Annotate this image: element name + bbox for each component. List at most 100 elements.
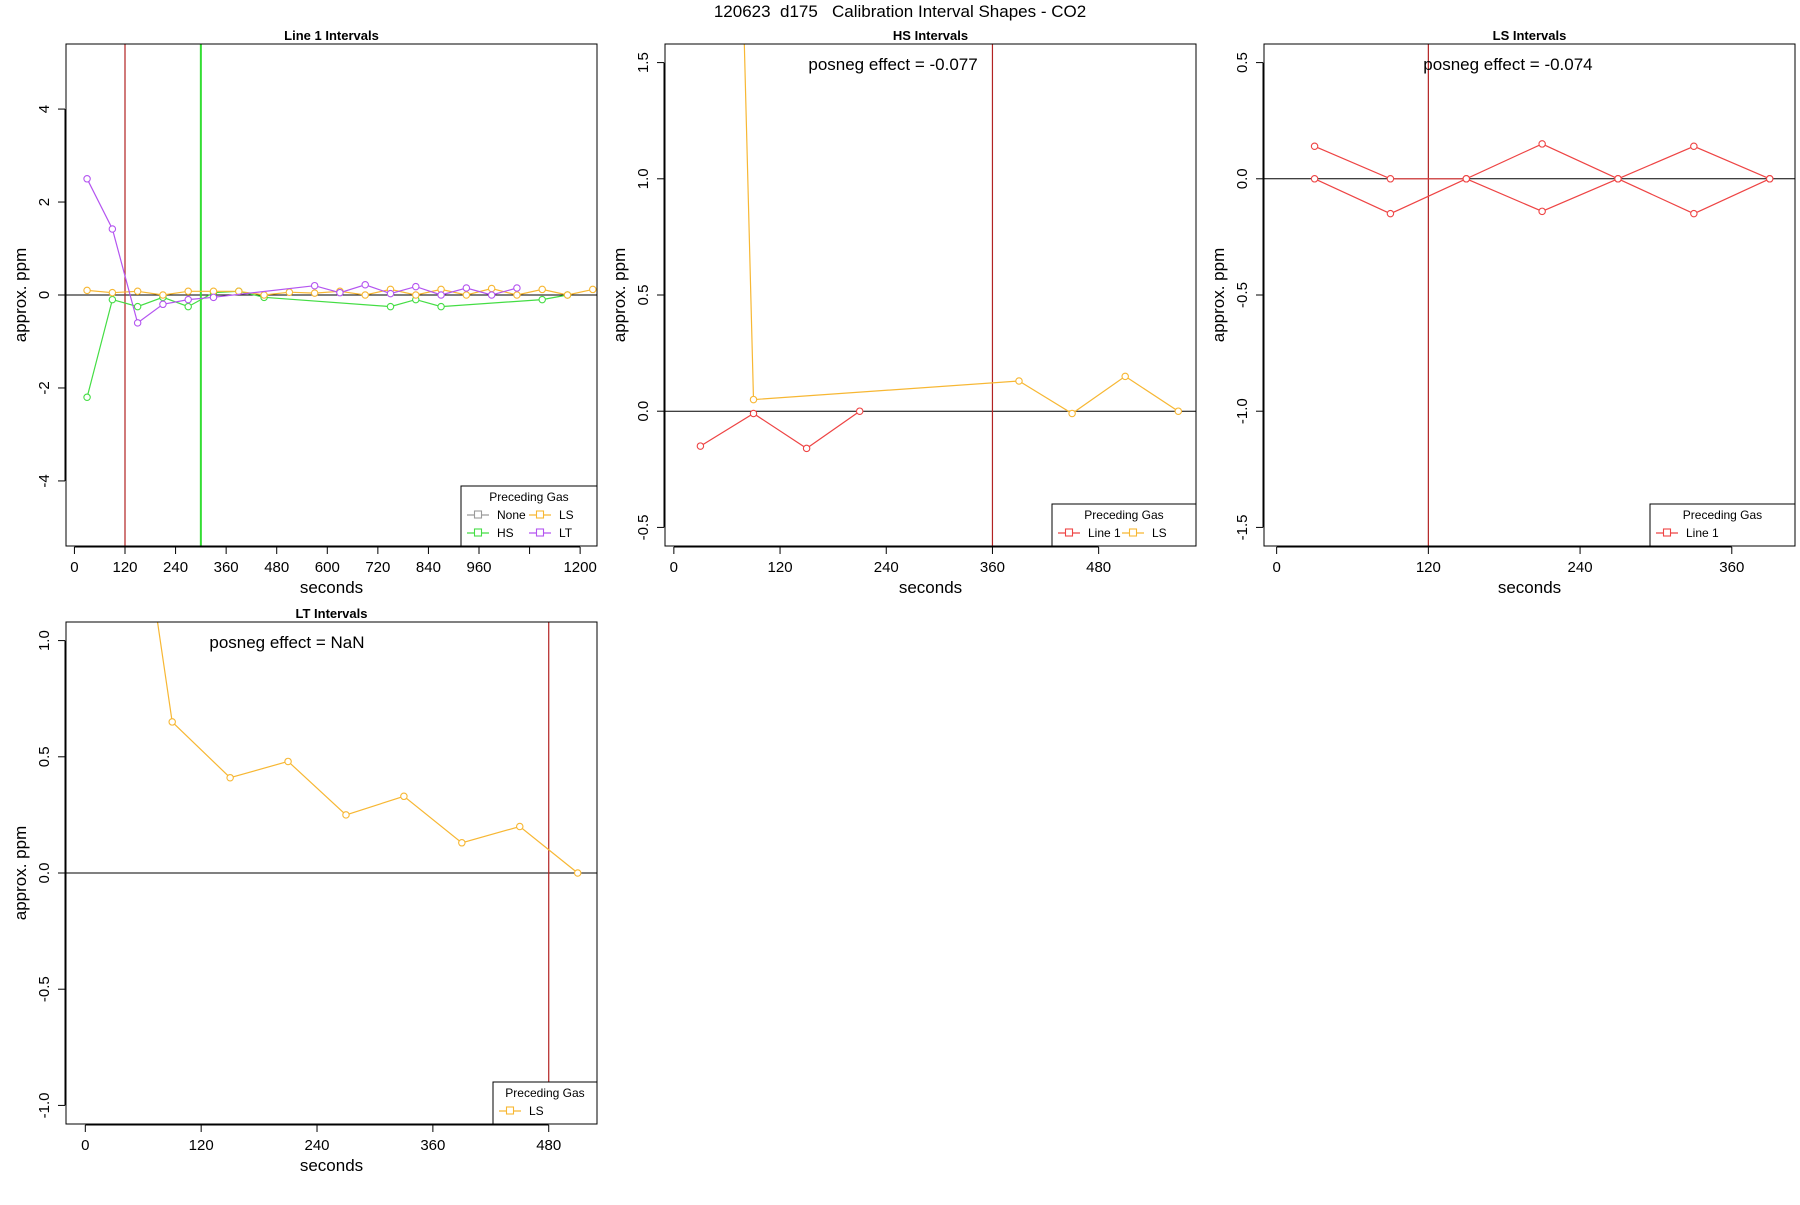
data-point (342, 811, 350, 819)
figure-title: 120623 d175 Calibration Interval Shapes … (713, 2, 1087, 21)
legend-swatch-marker (1128, 528, 1138, 537)
data-point (226, 773, 234, 782)
y-tick-label: 0.5 (1234, 52, 1251, 73)
legend-entry-label: HS (497, 526, 514, 540)
plot-frame (65, 621, 598, 1125)
legend-entry-label: LS (559, 508, 574, 522)
legend-title: Preceding Gas (1084, 508, 1163, 522)
x-tick-label: 240 (874, 559, 899, 576)
legend-box (460, 485, 598, 547)
data-point (209, 293, 218, 302)
data-point (159, 291, 167, 299)
plot-area (1310, 140, 1774, 218)
x-tick-label: 840 (416, 559, 441, 576)
data-point (386, 289, 395, 298)
data-point (361, 281, 369, 289)
legend-entry-label: None (497, 508, 526, 522)
plot-area (696, 44, 1183, 453)
legend-swatch-marker (1064, 528, 1074, 537)
data-point (749, 409, 758, 418)
x-tick-label: 480 (536, 1137, 561, 1154)
y-axis-label: approx. ppm (1209, 248, 1228, 343)
legend: Preceding Gas LS (492, 1081, 598, 1125)
data-point (1310, 142, 1319, 151)
data-point (133, 319, 142, 327)
data-point (1462, 175, 1471, 183)
x-tick-label: 960 (466, 559, 491, 576)
data-point (513, 291, 521, 299)
data-point (400, 792, 408, 801)
data-point (1386, 209, 1395, 218)
y-tick-label: 0.5 (635, 285, 652, 306)
panel-title: LS Intervals (1493, 28, 1567, 43)
panel-title: HS Intervals (893, 28, 968, 43)
data-point (83, 175, 91, 183)
y-tick-label: -0.5 (635, 514, 652, 540)
y-axis-label: approx. ppm (11, 826, 30, 921)
legend-swatch-marker (505, 1106, 515, 1115)
data-point (108, 288, 117, 297)
data-point (1538, 207, 1546, 216)
data-point (1068, 409, 1076, 418)
y-tick-label: 1.0 (635, 168, 652, 189)
data-point (696, 442, 705, 450)
legend-title: Preceding Gas (489, 490, 568, 504)
y-tick-label: 0.0 (36, 863, 53, 884)
data-point (749, 395, 758, 404)
data-point (516, 822, 524, 831)
data-point (108, 295, 117, 304)
data-point (310, 281, 319, 290)
y-axis-label: approx. ppm (11, 248, 30, 343)
x-tick-label: 1200 (563, 559, 596, 576)
legend-swatch-marker (473, 528, 483, 537)
plot-frame (1263, 43, 1796, 547)
data-point (412, 291, 420, 299)
data-point (437, 291, 445, 299)
data-point (235, 287, 243, 296)
data-point (386, 302, 395, 311)
plot-area (83, 175, 597, 402)
y-tick-label: 4 (36, 105, 53, 113)
series-line-line-1 (700, 410, 861, 450)
legend-entry-label: LS (529, 1104, 544, 1118)
x-tick-label: 0 (81, 1137, 89, 1154)
panel-title: Line 1 Intervals (284, 28, 379, 43)
data-point (184, 287, 192, 296)
posneg-annotation: posneg effect = -0.077 (808, 55, 977, 74)
x-axis-label: seconds (300, 578, 363, 597)
x-tick-label: 120 (189, 1137, 214, 1154)
series-line-ls (156, 622, 579, 874)
posneg-annotation: posneg effect = NaN (209, 633, 364, 652)
data-point (802, 444, 811, 453)
legend-swatch-marker (535, 528, 545, 537)
data-point (260, 291, 268, 299)
y-tick-label: 0.0 (1234, 168, 1251, 189)
legend-box (1649, 503, 1796, 547)
data-point (538, 285, 546, 294)
data-point (159, 300, 167, 309)
plot-frame (664, 43, 1197, 547)
y-tick-label: -1.5 (1234, 514, 1251, 540)
data-point (1174, 407, 1183, 415)
x-tick-label: 360 (1719, 559, 1744, 576)
y-tick-label: -2 (36, 381, 53, 394)
panel-4: LT Intervals 0 120 240 360 480 seconds -1.0 -0.5… (11, 606, 598, 1175)
x-tick-label: 240 (163, 559, 188, 576)
x-tick-label: 0 (670, 559, 678, 576)
legend-entry-label: Line 1 (1686, 526, 1719, 540)
y-tick-label: 0 (36, 291, 53, 299)
legend-swatch-marker (1662, 528, 1672, 537)
data-point (458, 839, 466, 847)
data-point (284, 757, 292, 766)
data-point (83, 393, 91, 402)
x-tick-label: 240 (305, 1137, 330, 1154)
legend-title: Preceding Gas (1683, 508, 1762, 522)
panel-title: LT Intervals (295, 606, 367, 621)
data-point (412, 282, 420, 291)
legend: Preceding Gas None HS LS LT (460, 485, 598, 547)
x-tick-label: 360 (980, 559, 1005, 576)
data-point (1386, 175, 1395, 183)
x-tick-label: 120 (768, 559, 793, 576)
